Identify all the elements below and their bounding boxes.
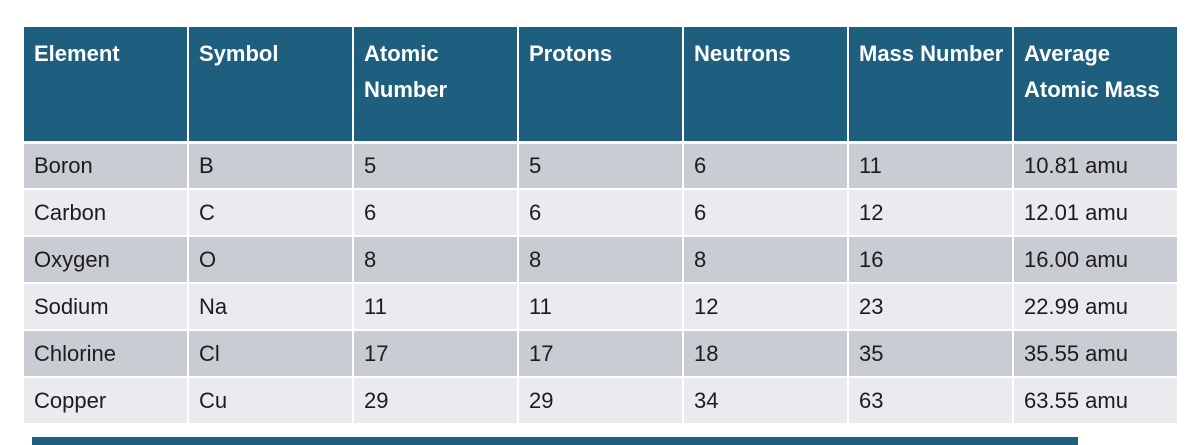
cell-average-atomic-mass: 16.00 amu bbox=[1012, 235, 1179, 284]
cell-mass-number: 63 bbox=[847, 376, 1014, 425]
cell-mass-number: 16 bbox=[847, 235, 1014, 284]
cell-neutrons: 8 bbox=[682, 235, 849, 284]
table-row-copper: Copper Cu 29 29 34 63 63.55 amu bbox=[22, 376, 1179, 425]
table-row-carbon: Carbon C 6 6 6 12 12.01 amu bbox=[22, 188, 1179, 237]
cell-mass-number: 23 bbox=[847, 282, 1014, 331]
cell-neutrons: 12 bbox=[682, 282, 849, 331]
cell-neutrons: 6 bbox=[682, 141, 849, 190]
column-header-average-atomic-mass: Average Atomic Mass bbox=[1012, 25, 1179, 144]
cell-protons: 11 bbox=[517, 282, 684, 331]
table-header: Element Symbol Atomic Number Protons Neu… bbox=[22, 25, 1179, 144]
column-header-atomic-number: Atomic Number bbox=[352, 25, 519, 144]
cell-average-atomic-mass: 22.99 amu bbox=[1012, 282, 1179, 331]
cell-element: Boron bbox=[22, 141, 189, 190]
cell-element: Chlorine bbox=[22, 329, 189, 378]
cell-protons: 29 bbox=[517, 376, 684, 425]
cell-mass-number: 35 bbox=[847, 329, 1014, 378]
column-header-neutrons: Neutrons bbox=[682, 25, 849, 144]
table-row-boron: Boron B 5 5 6 11 10.81 amu bbox=[22, 141, 1179, 190]
column-header-element: Element bbox=[22, 25, 189, 144]
cell-symbol: B bbox=[187, 141, 354, 190]
cell-element: Oxygen bbox=[22, 235, 189, 284]
table-row-chlorine: Chlorine Cl 17 17 18 35 35.55 amu bbox=[22, 329, 1179, 378]
cell-atomic-number: 17 bbox=[352, 329, 519, 378]
column-header-protons: Protons bbox=[517, 25, 684, 144]
cell-average-atomic-mass: 63.55 amu bbox=[1012, 376, 1179, 425]
cell-element: Sodium bbox=[22, 282, 189, 331]
cell-protons: 5 bbox=[517, 141, 684, 190]
cell-atomic-number: 11 bbox=[352, 282, 519, 331]
cell-mass-number: 11 bbox=[847, 141, 1014, 190]
cell-neutrons: 18 bbox=[682, 329, 849, 378]
cell-symbol: Na bbox=[187, 282, 354, 331]
cell-symbol: O bbox=[187, 235, 354, 284]
cell-atomic-number: 8 bbox=[352, 235, 519, 284]
cell-element: Carbon bbox=[22, 188, 189, 237]
bottom-accent-bar bbox=[32, 437, 1078, 445]
header-row: Element Symbol Atomic Number Protons Neu… bbox=[22, 25, 1179, 144]
cell-average-atomic-mass: 10.81 amu bbox=[1012, 141, 1179, 190]
cell-neutrons: 6 bbox=[682, 188, 849, 237]
cell-element: Copper bbox=[22, 376, 189, 425]
cell-protons: 17 bbox=[517, 329, 684, 378]
table-body: Boron B 5 5 6 11 10.81 amu Carbon C 6 6 … bbox=[22, 141, 1179, 425]
cell-symbol: Cl bbox=[187, 329, 354, 378]
cell-protons: 8 bbox=[517, 235, 684, 284]
table-row-oxygen: Oxygen O 8 8 8 16 16.00 amu bbox=[22, 235, 1179, 284]
cell-atomic-number: 6 bbox=[352, 188, 519, 237]
elements-table: Element Symbol Atomic Number Protons Neu… bbox=[22, 25, 1179, 425]
cell-neutrons: 34 bbox=[682, 376, 849, 425]
cell-average-atomic-mass: 35.55 amu bbox=[1012, 329, 1179, 378]
cell-mass-number: 12 bbox=[847, 188, 1014, 237]
cell-atomic-number: 5 bbox=[352, 141, 519, 190]
cell-average-atomic-mass: 12.01 amu bbox=[1012, 188, 1179, 237]
column-header-symbol: Symbol bbox=[187, 25, 354, 144]
cell-protons: 6 bbox=[517, 188, 684, 237]
column-header-mass-number: Mass Number bbox=[847, 25, 1014, 144]
table-row-sodium: Sodium Na 11 11 12 23 22.99 amu bbox=[22, 282, 1179, 331]
cell-symbol: Cu bbox=[187, 376, 354, 425]
cell-atomic-number: 29 bbox=[352, 376, 519, 425]
cell-symbol: C bbox=[187, 188, 354, 237]
